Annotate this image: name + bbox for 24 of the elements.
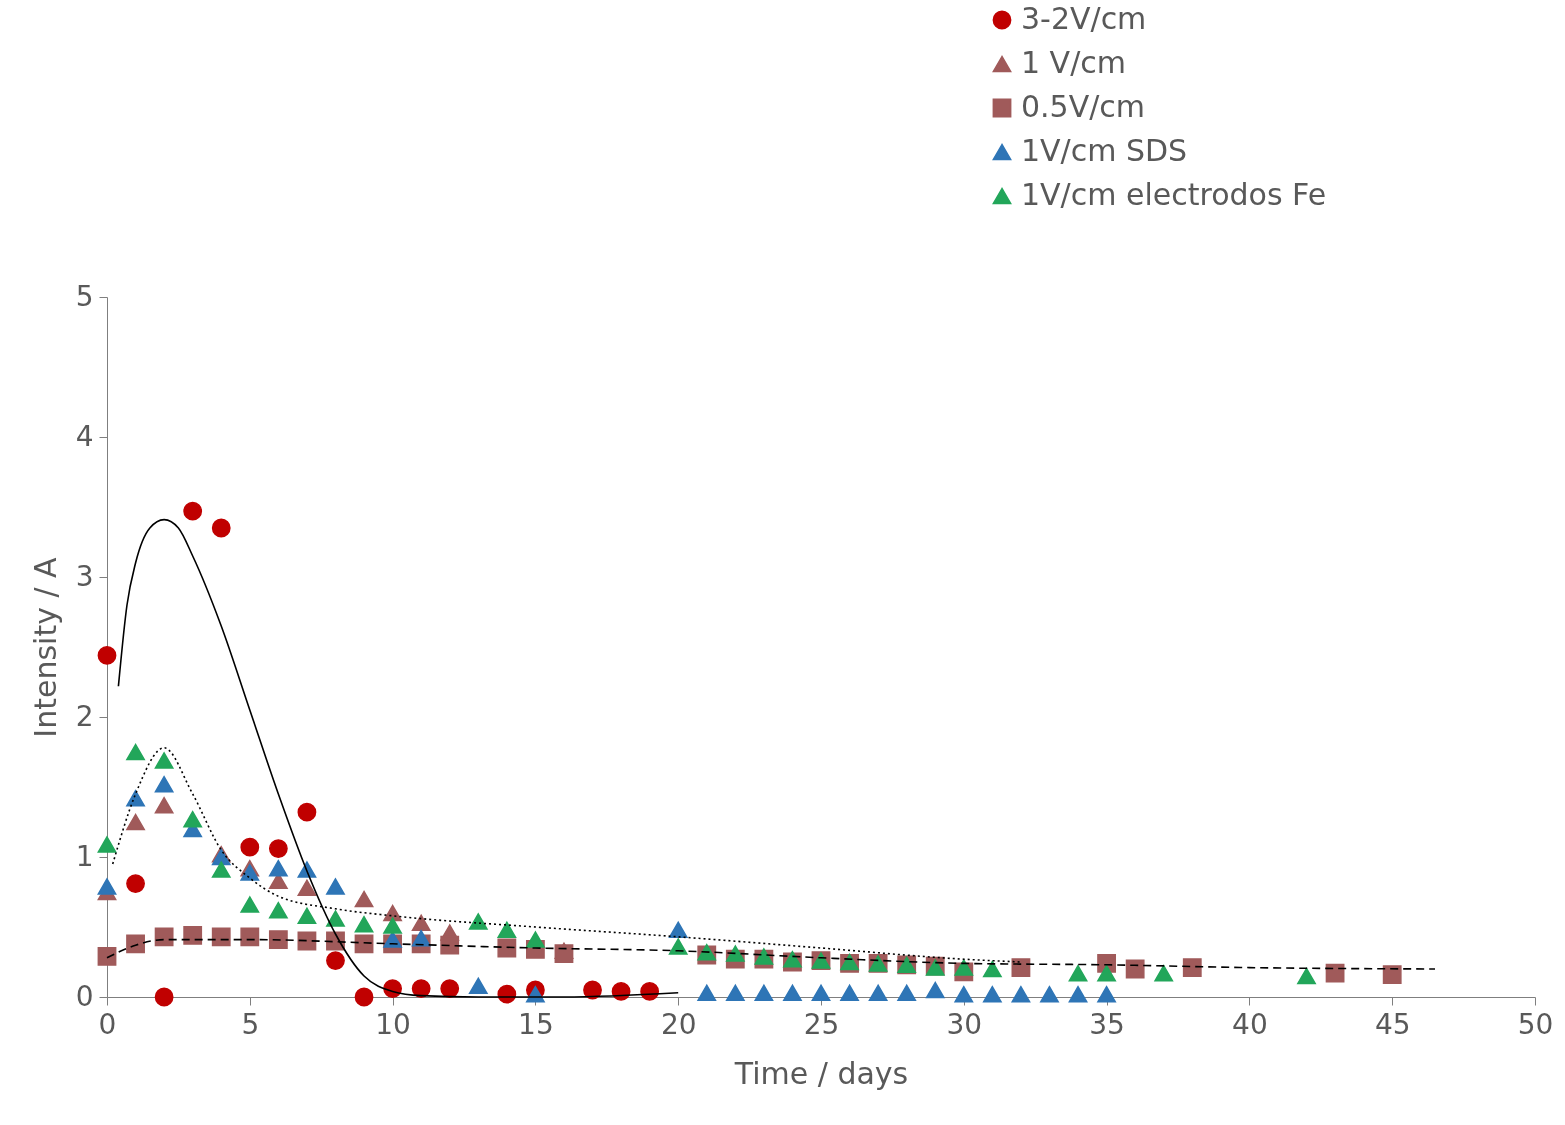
x-tick-label: 50 <box>1517 1007 1554 1041</box>
x-tick-label: 25 <box>803 1007 840 1041</box>
x-axis-title: Time / days <box>733 1055 909 1091</box>
x-tick-label: 15 <box>518 1007 554 1041</box>
legend-label: 1V/cm electrodos Fe <box>1021 177 1327 212</box>
x-tick-label: 0 <box>98 1007 117 1041</box>
x-tick-label: 35 <box>1089 1007 1125 1041</box>
y-tick-label: 5 <box>75 279 94 313</box>
y-tick-label: 1 <box>75 839 94 873</box>
legend-label: 1V/cm SDS <box>1021 133 1188 168</box>
y-axis-title: Intensity / A <box>27 556 63 738</box>
legend-label: 0.5V/cm <box>1021 89 1146 124</box>
x-tick-label: 20 <box>660 1007 697 1041</box>
y-tick-label: 0 <box>75 979 94 1013</box>
y-tick-label: 2 <box>75 699 94 733</box>
x-tick-label: 10 <box>375 1007 411 1041</box>
legend-label: 1 V/cm <box>1021 45 1126 80</box>
x-tick-label: 40 <box>1232 1007 1268 1041</box>
legend-label: 3-2V/cm <box>1021 1 1147 36</box>
y-tick-label: 4 <box>75 419 94 453</box>
x-tick-label: 45 <box>1374 1007 1411 1041</box>
x-tick-label: 5 <box>241 1007 260 1041</box>
x-tick-label: 30 <box>946 1007 983 1041</box>
y-tick-label: 3 <box>75 559 94 593</box>
